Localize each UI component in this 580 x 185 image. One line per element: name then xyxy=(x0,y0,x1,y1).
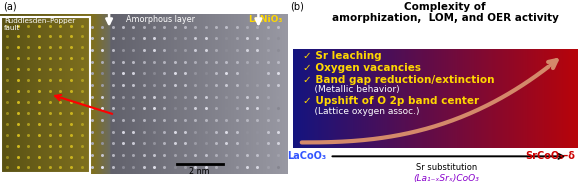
Text: ✓ Upshift of O 2p band center: ✓ Upshift of O 2p band center xyxy=(303,96,479,106)
Text: Complexity of
amorphization,  LOM, and OER activity: Complexity of amorphization, LOM, and OE… xyxy=(332,2,559,23)
Text: (Lattice oxygen assoc.): (Lattice oxygen assoc.) xyxy=(303,107,420,115)
Text: (La₁₋ₓSrₓ)CoO₃: (La₁₋ₓSrₓ)CoO₃ xyxy=(414,174,480,183)
Text: ✓ Band gap reduction/extinction: ✓ Band gap reduction/extinction xyxy=(303,75,495,85)
Text: 2 nm: 2 nm xyxy=(189,167,210,176)
Text: (Metallic behavior): (Metallic behavior) xyxy=(303,85,400,94)
Text: Amorphous layer: Amorphous layer xyxy=(126,15,195,24)
Text: (b): (b) xyxy=(290,2,304,12)
Text: SrCoO₃–δ: SrCoO₃–δ xyxy=(525,151,575,161)
Text: ✓ Oxygen vacancies: ✓ Oxygen vacancies xyxy=(303,63,421,73)
Text: LaCoO₃: LaCoO₃ xyxy=(288,151,327,161)
Text: ✓ Sr leaching: ✓ Sr leaching xyxy=(303,51,382,61)
Text: LaNiO₃: LaNiO₃ xyxy=(248,15,283,24)
Text: Ruddlesden–Popper
fault: Ruddlesden–Popper fault xyxy=(4,18,75,31)
Bar xyxy=(1,17,90,173)
Text: (a): (a) xyxy=(3,2,16,12)
Text: Sr substitution: Sr substitution xyxy=(416,163,477,172)
